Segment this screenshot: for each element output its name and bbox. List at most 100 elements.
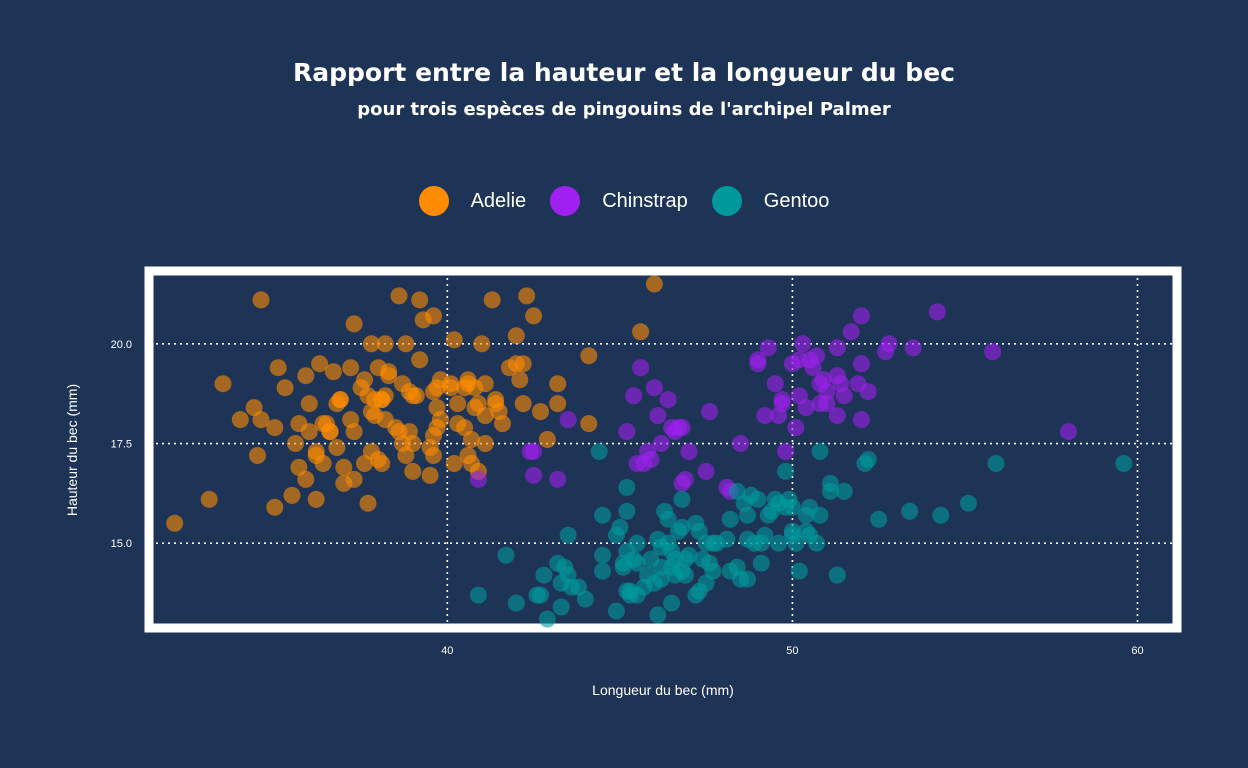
data-point-gentoo [821, 474, 839, 492]
data-point-adelie [466, 379, 484, 397]
data-point-adelie [538, 431, 556, 448]
data-point-gentoo [787, 534, 805, 552]
data-point-gentoo [721, 510, 739, 528]
data-point-gentoo [659, 510, 677, 528]
data-point-adelie [476, 435, 494, 452]
data-point-adelie [487, 391, 505, 409]
data-point-chinstrap [835, 387, 853, 405]
legend-label-gentoo: Gentoo [763, 189, 830, 212]
data-point-gentoo [870, 510, 888, 528]
data-point-gentoo [859, 451, 877, 468]
data-point-adelie [483, 291, 501, 309]
data-point-gentoo [745, 534, 763, 552]
data-point-chinstrap [649, 407, 667, 425]
data-point-chinstrap [777, 443, 794, 460]
y-tick-label: 20.0 [111, 339, 132, 351]
data-point-gentoo [559, 526, 577, 544]
data-point-chinstrap [676, 470, 694, 488]
data-point-gentoo [642, 550, 660, 568]
x-tick-label: 60 [1131, 645, 1143, 657]
data-point-adelie [404, 387, 422, 405]
legend-label-adelie: Adelie [470, 189, 527, 212]
data-point-adelie [404, 462, 422, 480]
data-point-gentoo [594, 562, 612, 580]
data-point-gentoo [628, 534, 646, 552]
data-point-chinstrap [673, 419, 691, 437]
data-point-adelie [283, 486, 301, 504]
data-point-chinstrap [828, 339, 846, 357]
data-point-chinstrap [773, 395, 791, 413]
data-point-gentoo [835, 482, 853, 500]
data-point-gentoo [497, 546, 515, 564]
data-point-gentoo [621, 586, 639, 604]
data-point-adelie [231, 411, 249, 429]
data-point-adelie [342, 359, 360, 377]
data-point-adelie [525, 307, 543, 325]
data-point-chinstrap [849, 375, 867, 393]
data-point-adelie [335, 458, 353, 476]
data-point-gentoo [552, 598, 570, 616]
data-point-adelie [442, 375, 460, 393]
legend-item-gentoo: Gentoo [711, 186, 830, 216]
data-point-adelie [345, 315, 363, 333]
data-point-adelie [331, 391, 349, 409]
data-point-chinstrap [790, 351, 808, 369]
data-point-adelie [456, 419, 474, 437]
data-point-adelie [549, 375, 567, 393]
data-point-gentoo [777, 462, 794, 480]
x-tick-label: 40 [441, 645, 453, 657]
data-point-adelie [580, 415, 598, 433]
data-point-adelie [511, 371, 529, 389]
data-point-adelie [300, 395, 318, 413]
data-point-adelie [266, 498, 284, 516]
data-point-adelie [345, 470, 363, 488]
y-tick-label: 15.0 [111, 538, 132, 550]
data-point-gentoo [532, 586, 549, 604]
data-point-adelie [369, 359, 387, 377]
data-point-gentoo [1115, 455, 1133, 472]
data-point-adelie [580, 347, 598, 365]
data-point-adelie [362, 443, 380, 460]
data-point-adelie [376, 387, 394, 405]
data-point-adelie [373, 455, 391, 472]
data-point-chinstrap [697, 462, 715, 480]
data-point-gentoo [673, 490, 691, 508]
data-point-gentoo [594, 546, 612, 564]
data-point-chinstrap [659, 391, 677, 409]
data-point-adelie [397, 335, 415, 353]
data-point-adelie [449, 395, 467, 413]
data-points [166, 275, 1133, 628]
data-point-gentoo [590, 443, 608, 460]
legend-label-chinstrap: Chinstrap [602, 189, 688, 212]
legend-item-adelie: Adelie [418, 186, 527, 216]
data-point-chinstrap [618, 423, 636, 441]
data-point-gentoo [645, 574, 663, 592]
data-point-adelie [266, 419, 284, 437]
data-point-adelie [445, 331, 463, 349]
data-point-adelie [252, 411, 270, 429]
data-point-chinstrap [808, 347, 826, 365]
data-point-chinstrap [559, 411, 577, 429]
x-axis-title: Longueur du bec (mm) [592, 682, 734, 698]
data-point-adelie [469, 395, 487, 413]
data-point-chinstrap [852, 307, 870, 325]
data-point-chinstrap [632, 359, 650, 377]
data-point-chinstrap [759, 339, 777, 357]
data-point-adelie [297, 470, 315, 488]
data-point-gentoo [576, 590, 594, 608]
data-point-gentoo [507, 594, 525, 612]
data-point-adelie [411, 351, 429, 369]
data-point-adelie [507, 327, 525, 345]
data-point-gentoo [901, 502, 919, 520]
data-point-adelie [514, 395, 532, 413]
data-point-adelie [645, 275, 663, 293]
chart-title: Rapport entre la hauteur et la longueur … [293, 58, 955, 87]
data-point-gentoo [932, 506, 950, 524]
data-point-adelie [459, 447, 477, 464]
data-point-gentoo [649, 606, 667, 624]
data-point-gentoo [628, 554, 646, 572]
data-point-adelie [307, 490, 325, 508]
data-point-adelie [287, 435, 304, 452]
data-point-adelie [359, 494, 377, 512]
